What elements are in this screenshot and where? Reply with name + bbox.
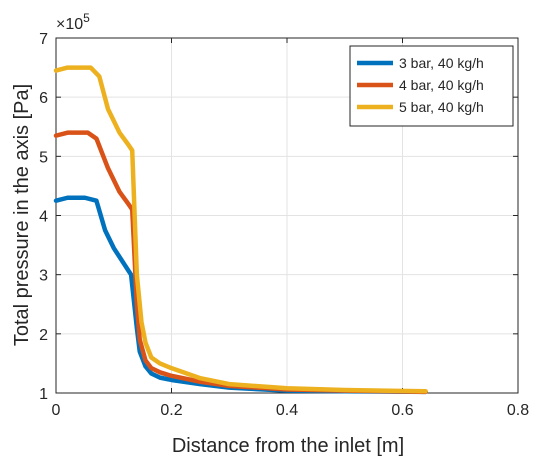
y-axis-exponent-power: 5 (83, 11, 90, 25)
y-tick-label: 5 (39, 149, 48, 166)
x-tick-label: 0.2 (160, 402, 182, 419)
legend-label-2: 4 bar, 40 kg/h (399, 77, 484, 93)
y-tick-label: 7 (39, 31, 48, 48)
legend-label-1: 3 bar, 40 kg/h (399, 55, 484, 71)
legend: 3 bar, 40 kg/h 4 bar, 40 kg/h 5 bar, 40 kg… (349, 45, 514, 127)
y-tick-label: 2 (39, 327, 48, 344)
x-axis-label: Distance from the inlet [m] (172, 435, 404, 457)
y-axis-exponent-base: ×10 (56, 16, 83, 33)
y-tick-label: 4 (39, 209, 48, 226)
y-tick-label: 6 (39, 90, 48, 107)
series-line-2 (53, 130, 428, 395)
legend-label-3: 5 bar, 40 kg/h (399, 99, 484, 115)
x-tick-label: 0.8 (507, 402, 529, 419)
x-tick-label: 0 (52, 402, 61, 419)
series-line-1 (53, 195, 428, 395)
y-tick-label: 3 (39, 268, 48, 285)
x-tick-labels: 0 0.2 0.4 0.6 0.8 (52, 402, 530, 419)
x-tick-label: 0.6 (391, 402, 413, 419)
y-tick-label: 1 (39, 386, 48, 403)
y-axis-exponent: ×105 (56, 11, 90, 33)
x-tick-label: 0.4 (276, 402, 298, 419)
y-axis-label: Total pressure in the axis [Pa] (11, 84, 33, 346)
series-lines (53, 65, 428, 395)
series-line-3 (53, 65, 428, 394)
y-tick-labels: 1 2 3 4 5 6 7 (39, 31, 48, 403)
